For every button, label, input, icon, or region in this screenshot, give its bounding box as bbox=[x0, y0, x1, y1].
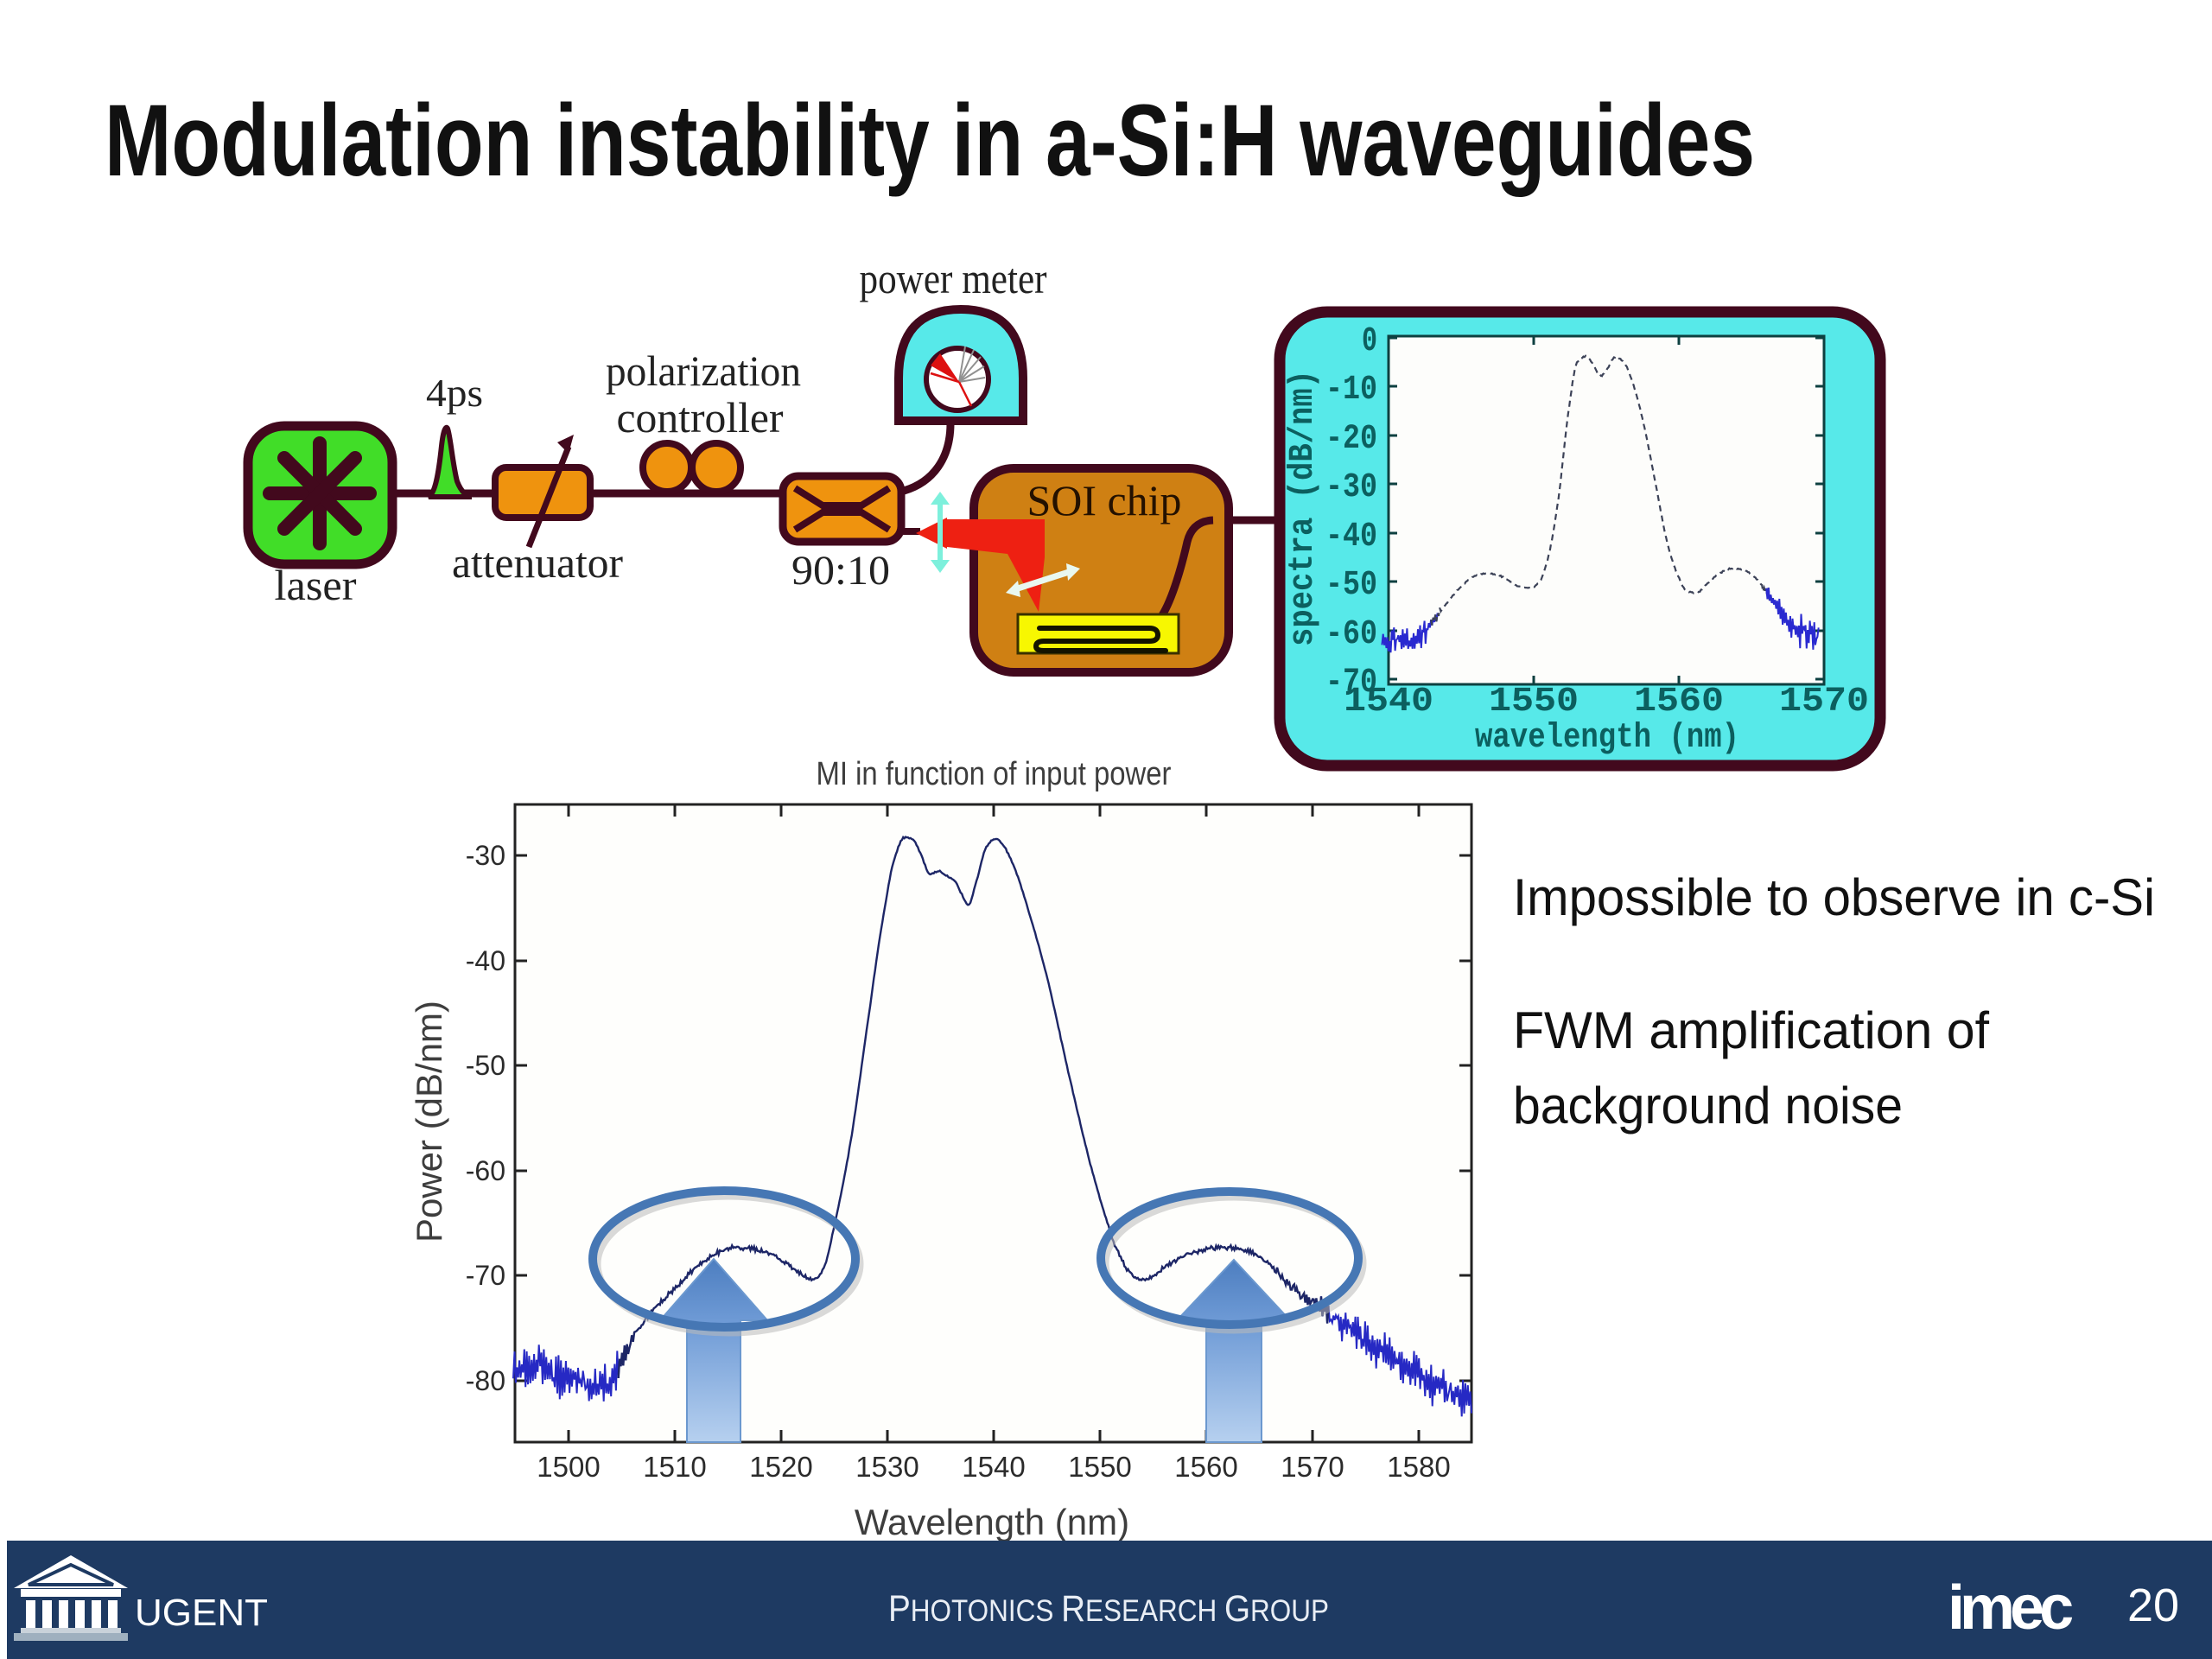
svg-text:1520: 1520 bbox=[749, 1451, 812, 1483]
svg-text:1550: 1550 bbox=[1489, 683, 1579, 721]
svg-text:Impossible to observe in c-Si: Impossible to observe in c-Si bbox=[1513, 868, 2155, 926]
svg-text:wavelength (nm): wavelength (nm) bbox=[1475, 719, 1739, 758]
svg-text:-20: -20 bbox=[1325, 420, 1377, 459]
svg-text:-60: -60 bbox=[466, 1155, 505, 1186]
svg-text:MI in function of input power: MI in function of input power bbox=[817, 756, 1172, 792]
svg-text:FWM amplification of: FWM amplification of bbox=[1513, 1001, 1989, 1059]
svg-text:1540: 1540 bbox=[962, 1451, 1025, 1483]
svg-text:-30: -30 bbox=[466, 840, 505, 871]
svg-text:1550: 1550 bbox=[1068, 1451, 1131, 1483]
svg-text:UGENT: UGENT bbox=[135, 1592, 268, 1634]
svg-text:spectra (dB/nm): spectra (dB/nm) bbox=[1284, 370, 1323, 646]
svg-text:1510: 1510 bbox=[643, 1451, 706, 1483]
svg-text:Wavelength (nm): Wavelength (nm) bbox=[855, 1502, 1129, 1542]
svg-text:laser: laser bbox=[275, 561, 357, 609]
svg-text:1560: 1560 bbox=[1634, 683, 1724, 721]
svg-text:power meter: power meter bbox=[860, 254, 1047, 302]
svg-text:-40: -40 bbox=[1325, 518, 1377, 556]
svg-text:polarization: polarization bbox=[606, 346, 801, 395]
svg-text:attenuator: attenuator bbox=[452, 538, 623, 587]
svg-text:-50: -50 bbox=[1325, 566, 1377, 605]
svg-text:Power (dB/nm): Power (dB/nm) bbox=[409, 1001, 449, 1243]
svg-text:-80: -80 bbox=[466, 1365, 505, 1396]
svg-text:1540: 1540 bbox=[1344, 683, 1433, 721]
svg-text:1560: 1560 bbox=[1174, 1451, 1237, 1483]
svg-text:SOI chip: SOI chip bbox=[1027, 476, 1182, 524]
svg-text:1570: 1570 bbox=[1779, 683, 1869, 721]
svg-text:-40: -40 bbox=[466, 945, 505, 976]
svg-text:imec: imec bbox=[1948, 1573, 2072, 1643]
svg-text:-70: -70 bbox=[1325, 664, 1377, 702]
svg-text:background noise: background noise bbox=[1513, 1077, 1903, 1135]
svg-text:-70: -70 bbox=[466, 1260, 505, 1291]
svg-text:-50: -50 bbox=[466, 1050, 505, 1081]
svg-text:controller: controller bbox=[617, 393, 784, 442]
svg-text:0: 0 bbox=[1362, 322, 1377, 361]
svg-text:1530: 1530 bbox=[855, 1451, 918, 1483]
svg-text:Modulation instability in a-Si: Modulation instability in a-Si:H wavegui… bbox=[105, 84, 1755, 198]
svg-text:-60: -60 bbox=[1325, 615, 1377, 654]
svg-text:4ps: 4ps bbox=[426, 371, 483, 415]
svg-text:90:10: 90:10 bbox=[791, 548, 890, 594]
svg-text:20: 20 bbox=[2127, 1580, 2179, 1631]
svg-text:-10: -10 bbox=[1325, 371, 1377, 410]
svg-text:1500: 1500 bbox=[537, 1451, 600, 1483]
svg-text:1580: 1580 bbox=[1387, 1451, 1450, 1483]
svg-text:1570: 1570 bbox=[1281, 1451, 1344, 1483]
svg-text:PHOTONICS RESEARCH GROUP: PHOTONICS RESEARCH GROUP bbox=[888, 1588, 1329, 1630]
svg-text:-30: -30 bbox=[1325, 468, 1377, 507]
